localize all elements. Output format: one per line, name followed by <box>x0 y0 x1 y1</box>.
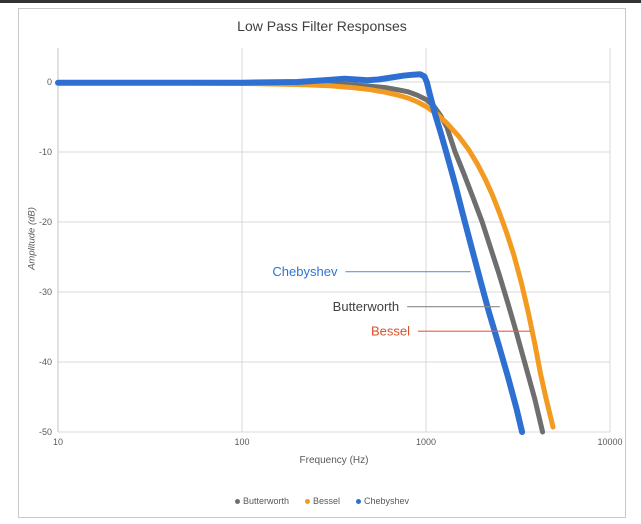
chart-frame: Low Pass Filter Responses 0 -10 -20 -30 -40 -… <box>18 8 626 518</box>
annotation-label-bessel: Bessel <box>371 324 410 339</box>
y-axis-title: Amplitude (dB) <box>26 207 38 270</box>
x-tick-label: 10000 <box>597 437 622 447</box>
y-tick-label: -50 <box>39 427 52 437</box>
x-axis-title: Frequency (Hz) <box>299 455 369 466</box>
legend-label-butterworth: Butterworth <box>242 496 289 506</box>
series-line-chebyshev <box>55 71 526 435</box>
y-tick-label: -20 <box>39 217 52 227</box>
x-tick-label: 10 <box>53 437 63 447</box>
window-top-edge <box>0 0 641 3</box>
legend-item-butterworth: Butterworth <box>234 496 289 506</box>
legend-item-chebyshev: Chebyshev <box>356 496 409 506</box>
x-tick-label: 1000 <box>416 437 436 447</box>
y-tick-label: -40 <box>39 357 52 367</box>
series-line-butterworth <box>55 80 546 435</box>
page-title: Low Pass Filter Responses <box>237 18 407 34</box>
legend-label-chebyshev: Chebyshev <box>364 496 410 506</box>
legend: Butterworth Bessel Chebyshev <box>19 496 625 506</box>
annotation-label-butterworth: Butterworth <box>333 299 399 314</box>
y-tick-label: -10 <box>39 147 52 157</box>
y-tick-label: 0 <box>47 77 52 87</box>
y-tick-label: -30 <box>39 287 52 297</box>
annotation-label-chebyshev: Chebyshev <box>272 264 338 279</box>
x-tick-label: 100 <box>234 437 249 447</box>
legend-marker-chebyshev <box>356 498 361 504</box>
legend-marker-butterworth <box>234 498 240 504</box>
legend-item-bessel: Bessel <box>304 496 340 506</box>
legend-marker-bessel <box>304 498 310 504</box>
series-line-bessel <box>55 80 556 430</box>
legend-label-bessel: Bessel <box>312 496 340 506</box>
